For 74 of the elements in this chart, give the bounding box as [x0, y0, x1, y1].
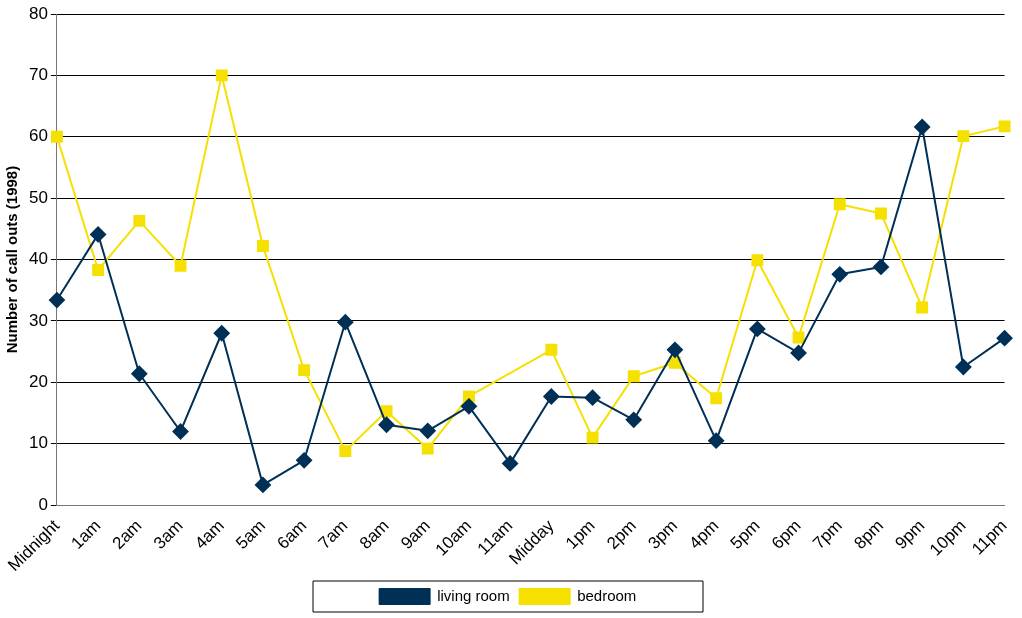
point — [460, 398, 477, 415]
point — [174, 259, 187, 272]
point — [914, 118, 931, 135]
point — [790, 344, 807, 361]
y-axis-title: Number of call outs (1998) — [3, 165, 21, 354]
x-tick-label: 8am — [355, 516, 393, 553]
y-tick-label: 40 — [28, 249, 48, 269]
point — [584, 389, 601, 406]
y-tick-label: 10 — [28, 433, 48, 453]
point — [545, 343, 558, 356]
point — [256, 240, 269, 253]
y-tick-label: 0 — [38, 494, 48, 514]
point — [337, 314, 354, 331]
x-tick-label: 4pm — [685, 516, 723, 553]
legend-label: living room — [437, 586, 510, 604]
point — [90, 226, 107, 243]
point — [131, 365, 148, 382]
point — [996, 330, 1013, 347]
point — [666, 341, 683, 358]
point — [543, 388, 560, 405]
point — [172, 423, 189, 440]
x-tick-label: 9pm — [891, 516, 929, 553]
y-tick-label: 50 — [28, 187, 48, 207]
point — [213, 325, 230, 342]
x-tick-label: 6pm — [767, 516, 805, 553]
x-tick-label: 2am — [108, 516, 146, 553]
point — [833, 198, 846, 211]
x-tick-label: 9am — [397, 516, 434, 553]
x-tick-label: 5am — [232, 516, 270, 553]
x-tick-label: 3pm — [644, 516, 682, 553]
point — [916, 301, 929, 314]
point — [339, 445, 352, 458]
point — [419, 422, 436, 439]
point — [875, 207, 887, 220]
x-tick-label: 7am — [314, 516, 352, 553]
point — [421, 442, 434, 455]
point — [998, 120, 1011, 133]
x-tick-label: 3am — [149, 516, 187, 553]
y-tick-label: 30 — [28, 310, 48, 330]
point — [50, 130, 63, 143]
point — [502, 455, 519, 472]
x-tick-label: 5pm — [726, 516, 764, 553]
point — [957, 130, 970, 143]
point — [831, 266, 848, 283]
point — [378, 416, 395, 433]
point — [296, 452, 313, 469]
x-tick-label: 6am — [273, 516, 311, 553]
point — [749, 320, 766, 337]
point — [586, 431, 599, 444]
x-tick-label: 1am — [67, 516, 105, 553]
point — [625, 411, 642, 428]
point — [48, 292, 65, 309]
point — [298, 364, 311, 377]
y-tick-label: 70 — [28, 65, 48, 85]
y-tick-label: 60 — [28, 126, 48, 146]
y-tick-label: 20 — [28, 372, 48, 392]
point — [751, 254, 764, 267]
legend-label: bedroom — [577, 586, 637, 604]
point — [627, 370, 640, 383]
point — [254, 476, 271, 493]
point — [708, 432, 725, 449]
x-tick-label: 2pm — [603, 516, 640, 553]
point — [215, 69, 228, 82]
x-tick-label: 1pm — [561, 516, 599, 553]
point — [92, 264, 105, 276]
x-tick-label: 7pm — [809, 516, 846, 553]
point — [872, 258, 889, 275]
point — [133, 214, 146, 227]
point — [710, 392, 723, 405]
x-tick-label: 4am — [191, 516, 228, 553]
point — [792, 331, 805, 344]
y-tick-label: 80 — [28, 3, 48, 23]
point — [955, 359, 972, 376]
x-tick-label: 8pm — [850, 516, 888, 553]
